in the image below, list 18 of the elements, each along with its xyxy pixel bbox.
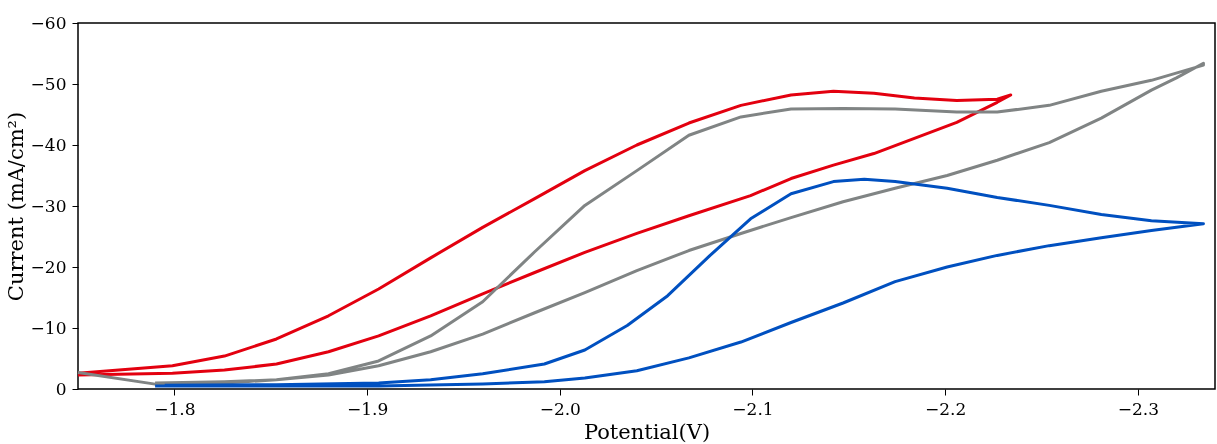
y-tick-label: −40 — [30, 134, 67, 155]
x-tick-label: −2.0 — [539, 398, 581, 419]
line-series — [76, 89, 1013, 377]
y-tick-label: −20 — [30, 256, 67, 277]
y-tick-label: 0 — [55, 378, 67, 399]
x-tick-label: −2.3 — [1117, 398, 1160, 419]
y-tick-label: −10 — [30, 317, 67, 338]
y-tick-label: −50 — [30, 73, 67, 94]
line-series — [153, 177, 1205, 388]
y-tick-label: −30 — [30, 195, 67, 216]
x-tick-label: −1.9 — [346, 398, 389, 419]
x-axis-title: Potential(V) — [583, 419, 711, 444]
x-tick-label: −2.2 — [925, 398, 967, 419]
line-series — [76, 61, 1205, 386]
x-tick-label: −2.1 — [732, 398, 774, 419]
y-tick-label: −60 — [30, 12, 67, 33]
x-tick-label: −1.8 — [154, 398, 196, 419]
y-axis-title: Current (mA/cm²) — [3, 111, 28, 302]
